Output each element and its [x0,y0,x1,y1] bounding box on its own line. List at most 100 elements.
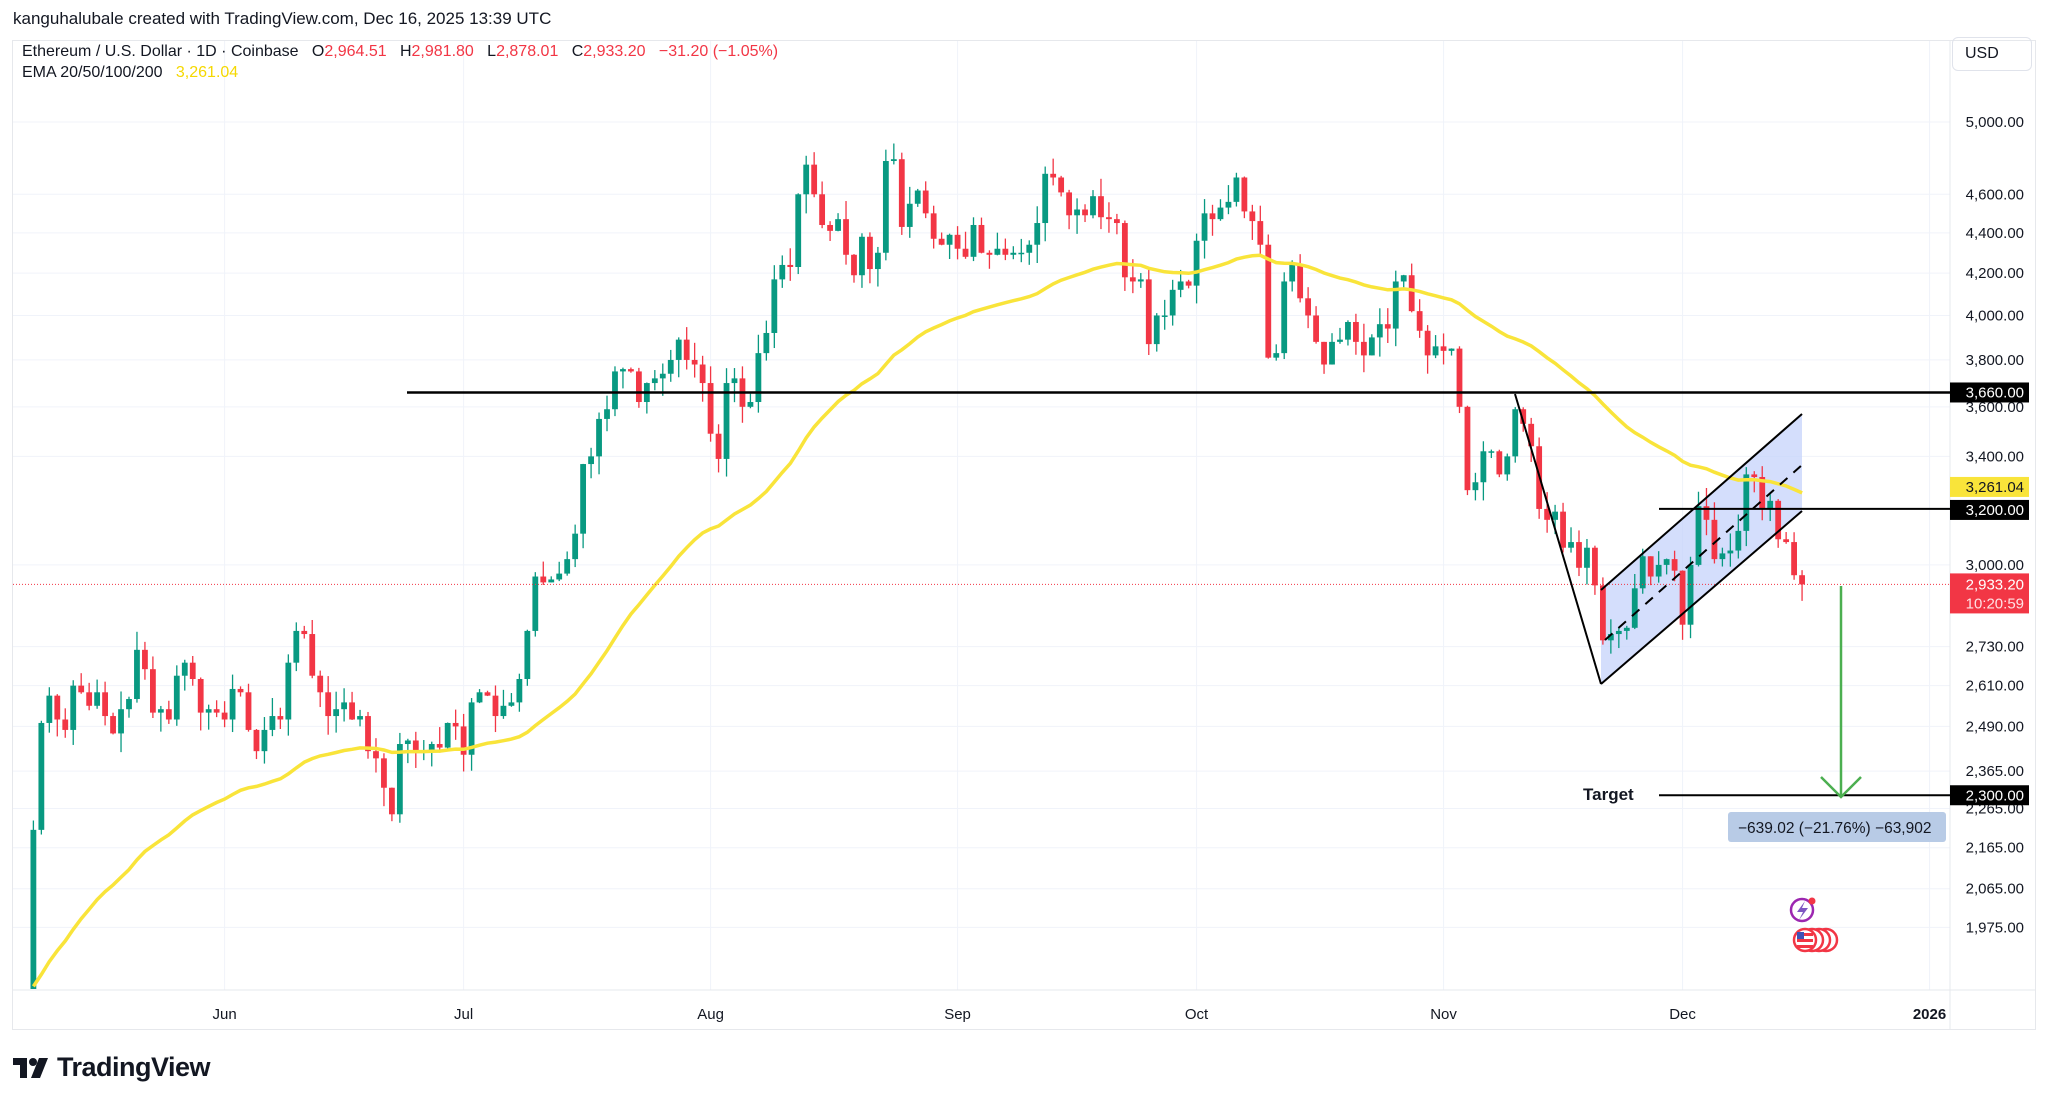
candle [1337,327,1343,344]
symbol-name[interactable]: Ethereum / U.S. Dollar · 1D · Coinbase [22,43,299,60]
ema-price-label: 3,261.04 [1950,476,2029,497]
candle-body [30,829,37,989]
candle [572,524,579,568]
candle [1114,213,1120,235]
candle-body [1576,542,1582,568]
candle-body [1496,451,1503,475]
ema-line [31,253,1803,988]
candle-body [596,418,602,457]
candle [349,691,355,720]
candle [1631,573,1638,630]
candle [675,337,682,378]
candle [468,698,475,771]
candle [484,690,491,697]
candle [373,738,379,773]
candle [1169,279,1176,326]
candle [580,463,587,549]
candle-body [588,456,594,465]
channel-upper-line [1600,413,1803,591]
candle [1576,530,1582,577]
candle [452,709,459,740]
candle [954,226,961,260]
candle-body [46,695,53,723]
candle [938,232,945,246]
candle-body [476,692,483,703]
candle [867,232,873,284]
candle-body [269,716,276,730]
candle-body [1058,177,1065,193]
candle [1145,268,1152,355]
candle [333,691,340,733]
candle [1018,238,1025,263]
candle-body [1663,559,1670,565]
candle-body [484,692,491,696]
candle-body [1751,474,1758,478]
candle [691,342,698,378]
candle [1058,175,1065,197]
economic-events-flag-icon[interactable] [1792,927,1839,953]
candle [612,366,618,417]
candle-body [1783,539,1790,543]
bear-flag-channel [1601,414,1802,684]
candle [444,722,451,751]
candle-body [1599,585,1606,641]
candle-body [1225,201,1232,208]
candle-body [1711,519,1718,560]
candle [859,233,865,288]
candle-body [874,252,881,270]
candle [715,424,722,473]
candle [1376,308,1383,357]
target-arrow [1820,586,1862,799]
candle-body [851,254,857,276]
candle-body [1313,315,1319,342]
candle-body [1082,209,1088,216]
candle-body [1137,279,1144,282]
candle [1010,246,1017,260]
candle-body [1775,500,1782,540]
candle [890,143,897,165]
candle [213,700,220,718]
candle-body [1066,192,1073,216]
candle-body [763,332,770,354]
candle-body [1281,281,1288,354]
candle-body [1249,211,1256,222]
candle-body [1329,341,1335,365]
candle [1098,178,1104,230]
candle-body [795,194,802,267]
candle [819,181,826,229]
svg-text:2,933.20: 2,933.20 [1966,576,2024,593]
candle-body [381,758,387,788]
candle-body [1145,279,1152,345]
candle-body [197,679,204,713]
candle [389,787,395,822]
candle [1679,570,1686,640]
candle [134,631,140,703]
candle [86,682,93,711]
candle-body [428,744,435,752]
tradingview-logo[interactable]: TradingView [13,1052,211,1083]
candle [1472,472,1479,501]
candle-body [157,709,164,713]
candle [1074,198,1080,234]
candle [835,213,841,232]
candle [38,720,45,835]
lightning-icon[interactable] [1789,897,1816,923]
candle-body [691,359,698,365]
candle [237,686,244,697]
candle [54,694,61,737]
candle-body [221,712,228,720]
candle-body [1735,530,1742,551]
indicator-name[interactable]: EMA 20/50/100/200 [22,64,163,81]
candle [261,717,268,764]
candle-body [1321,341,1327,365]
candle-body [444,722,451,748]
candle [1655,551,1662,583]
candle-body [301,630,308,635]
currency-button[interactable]: USD [1952,37,2032,71]
candle [78,673,85,694]
close-label: C [571,43,584,60]
candle [1504,453,1511,481]
price-tick-label: 2,610.00 [1966,678,2024,695]
candle-body [1050,173,1057,178]
